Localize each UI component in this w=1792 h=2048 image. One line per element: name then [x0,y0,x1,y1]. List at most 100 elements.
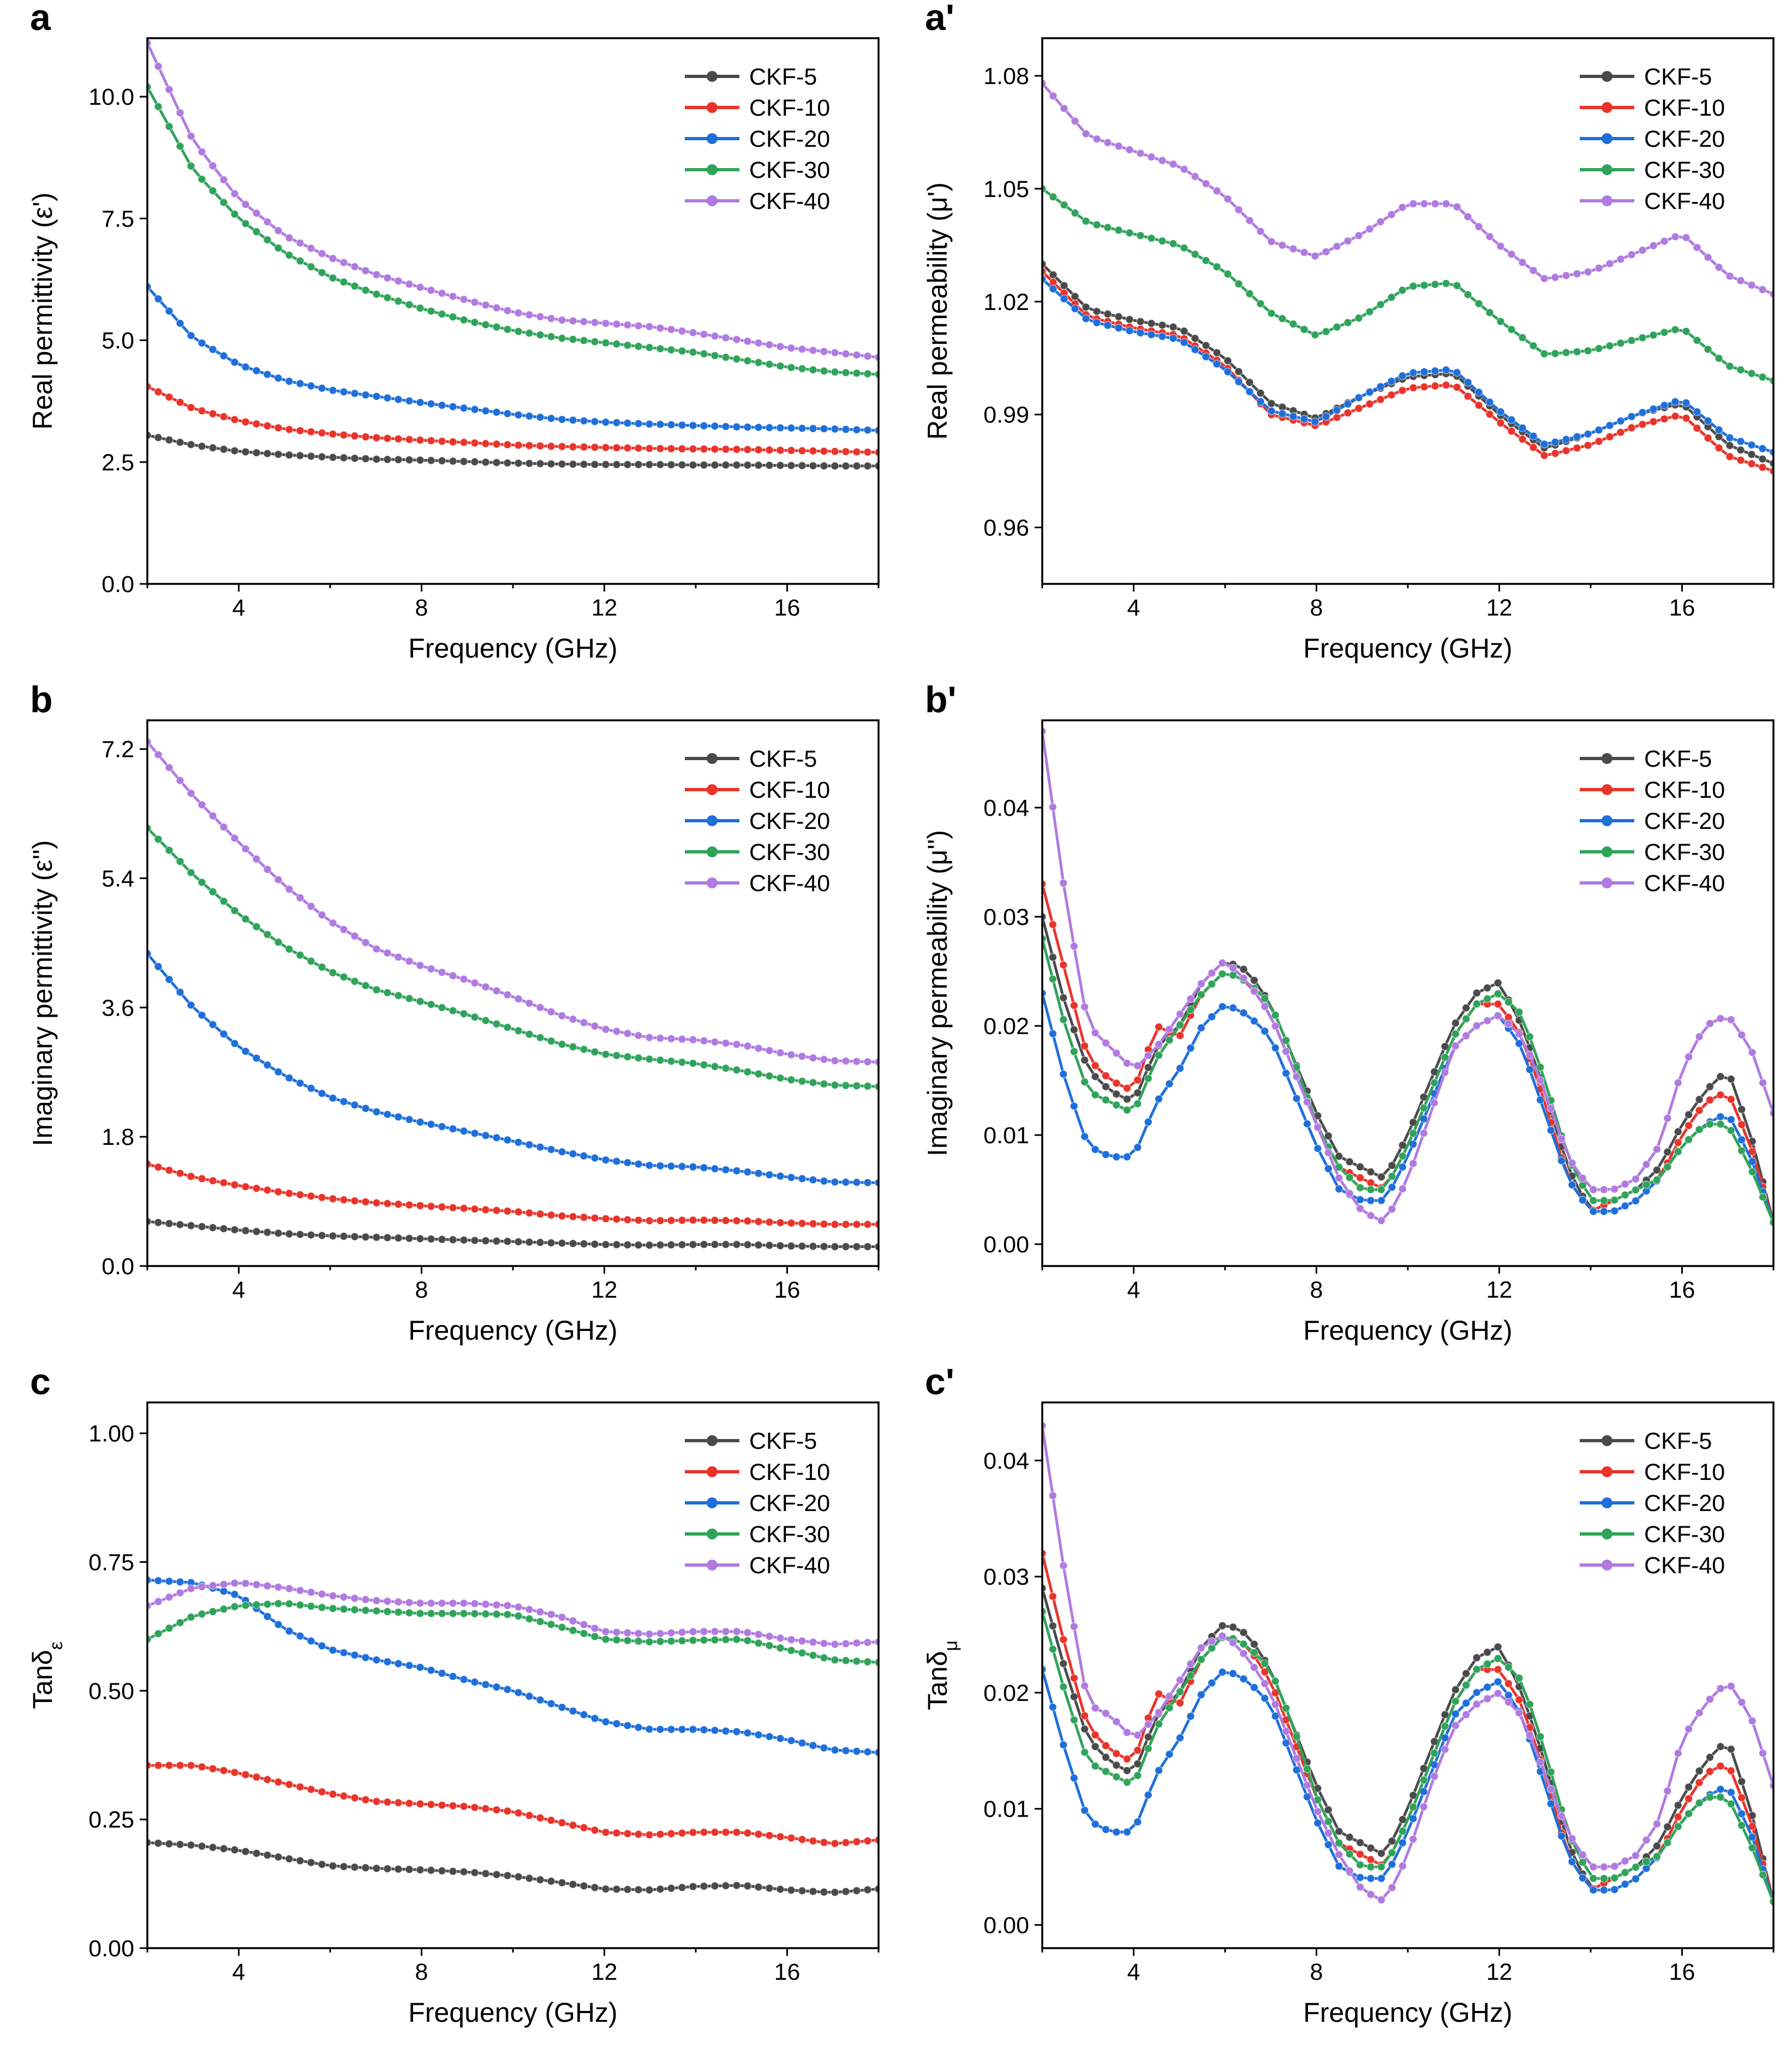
legend-label: CKF-40 [1644,1553,1725,1579]
series-line-ckf-5 [1042,263,1773,465]
legend-swatch-marker [707,753,718,764]
data-point-ckf-40 [1197,1644,1205,1652]
data-point-ckf-20 [776,423,785,432]
data-point-ckf-30 [1562,348,1570,357]
data-point-ckf-40 [1748,1048,1757,1057]
data-point-ckf-40 [1133,1731,1142,1740]
y-axis-title: Imaginary permeability (μ'') [922,830,953,1156]
data-point-ckf-5 [307,452,315,461]
data-point-ckf-20 [350,1651,359,1659]
data-point-ckf-40 [307,1588,315,1597]
data-point-ckf-20 [809,1175,817,1184]
data-point-ckf-5 [350,1863,359,1872]
data-point-ckf-30 [1256,299,1265,308]
legend-swatch-marker [1602,133,1612,144]
data-point-ckf-30 [656,1056,665,1065]
data-point-ckf-5 [1345,1157,1354,1166]
data-point-ckf-30 [820,1079,828,1089]
data-point-ckf-30 [328,968,337,977]
data-point-ckf-20 [1208,1012,1216,1021]
data-point-ckf-40 [831,1640,839,1649]
data-point-ckf-30 [241,1601,250,1610]
data-point-ckf-20 [1165,1750,1174,1759]
data-point-ckf-10 [1343,409,1352,417]
data-point-ckf-10 [339,431,348,439]
legend-label: CKF-30 [1644,839,1725,865]
data-point-ckf-10 [470,1205,479,1214]
data-point-ckf-30 [198,878,206,887]
data-point-ckf-10 [449,1203,457,1212]
data-point-ckf-20 [1324,1840,1333,1849]
data-point-ckf-30 [1366,1185,1375,1194]
data-point-ckf-40 [1451,1721,1460,1730]
data-point-ckf-10 [318,428,326,438]
legend-swatch-marker [1602,877,1612,888]
data-point-ckf-20 [339,1648,348,1657]
data-point-ckf-40 [1682,233,1691,242]
data-point-ckf-30 [1674,1822,1682,1831]
data-point-ckf-40 [1568,1834,1576,1843]
data-point-ckf-20 [318,1641,326,1650]
data-point-ckf-30 [1504,1663,1513,1671]
data-point-ckf-10 [710,445,719,453]
data-point-ckf-30 [1693,336,1701,345]
data-point-ckf-20 [394,1659,403,1668]
data-point-ckf-30 [263,930,272,939]
data-point-ckf-20 [1727,1115,1735,1124]
data-point-ckf-30 [1660,328,1669,337]
data-point-ckf-20 [176,988,184,996]
data-point-ckf-10 [1518,435,1527,444]
data-point-ckf-20 [623,1159,632,1167]
data-point-ckf-5 [841,462,850,470]
data-point-ckf-10 [1122,1754,1131,1763]
data-point-ckf-40 [1409,1835,1418,1843]
data-point-ckf-5 [1388,1161,1396,1170]
data-point-ckf-40 [1507,250,1516,259]
data-point-ckf-30 [1191,250,1199,259]
data-point-ckf-5 [525,1238,534,1246]
data-point-ckf-20 [765,1732,774,1741]
data-point-ckf-20 [1354,393,1363,402]
data-point-ckf-20 [1366,1196,1375,1205]
data-point-ckf-20 [1144,1118,1152,1126]
data-point-ckf-40 [1453,202,1461,211]
data-point-ckf-10 [492,1206,501,1215]
data-point-ckf-40 [1485,232,1494,241]
data-point-ckf-40 [558,1613,566,1622]
series-line-ckf-20 [1042,993,1773,1223]
data-point-ckf-20 [416,1663,425,1671]
data-point-ckf-20 [263,1612,272,1621]
data-point-ckf-20 [1737,1136,1746,1144]
legend-label: CKF-40 [1644,188,1725,214]
data-point-ckf-40 [1642,1836,1651,1844]
data-point-ckf-30 [514,1611,523,1620]
data-point-ckf-20 [1212,360,1221,368]
data-point-ckf-40 [721,1627,730,1636]
data-point-ckf-20 [372,392,381,401]
data-point-ckf-10 [383,434,392,443]
data-point-ckf-5 [623,1240,632,1249]
data-point-ckf-5 [1082,303,1090,312]
data-point-ckf-5 [492,1237,501,1245]
data-point-ckf-10 [721,445,730,453]
data-point-ckf-10 [1737,1120,1746,1129]
data-point-ckf-40 [1303,1097,1312,1107]
data-point-ckf-10 [252,1184,261,1193]
data-point-ckf-30 [1122,1778,1131,1787]
data-point-ckf-10 [1112,1749,1121,1758]
data-point-ckf-5 [372,1864,381,1873]
data-point-ckf-40 [1748,1717,1757,1725]
data-point-ckf-40 [1333,242,1341,251]
data-point-ckf-5 [1356,1162,1365,1171]
data-point-ckf-5 [667,1884,676,1892]
data-point-ckf-30 [1208,980,1216,988]
data-point-ckf-20 [1525,1065,1534,1074]
data-point-ckf-10 [187,403,195,412]
data-point-ckf-5 [1101,1082,1110,1091]
data-point-ckf-10 [1365,399,1374,408]
data-point-ckf-40 [536,312,545,321]
data-point-ckf-40 [601,1025,610,1034]
data-point-ckf-40 [1366,1211,1375,1220]
y-tick-label: 5.4 [101,865,134,892]
data-point-ckf-30 [274,938,283,947]
